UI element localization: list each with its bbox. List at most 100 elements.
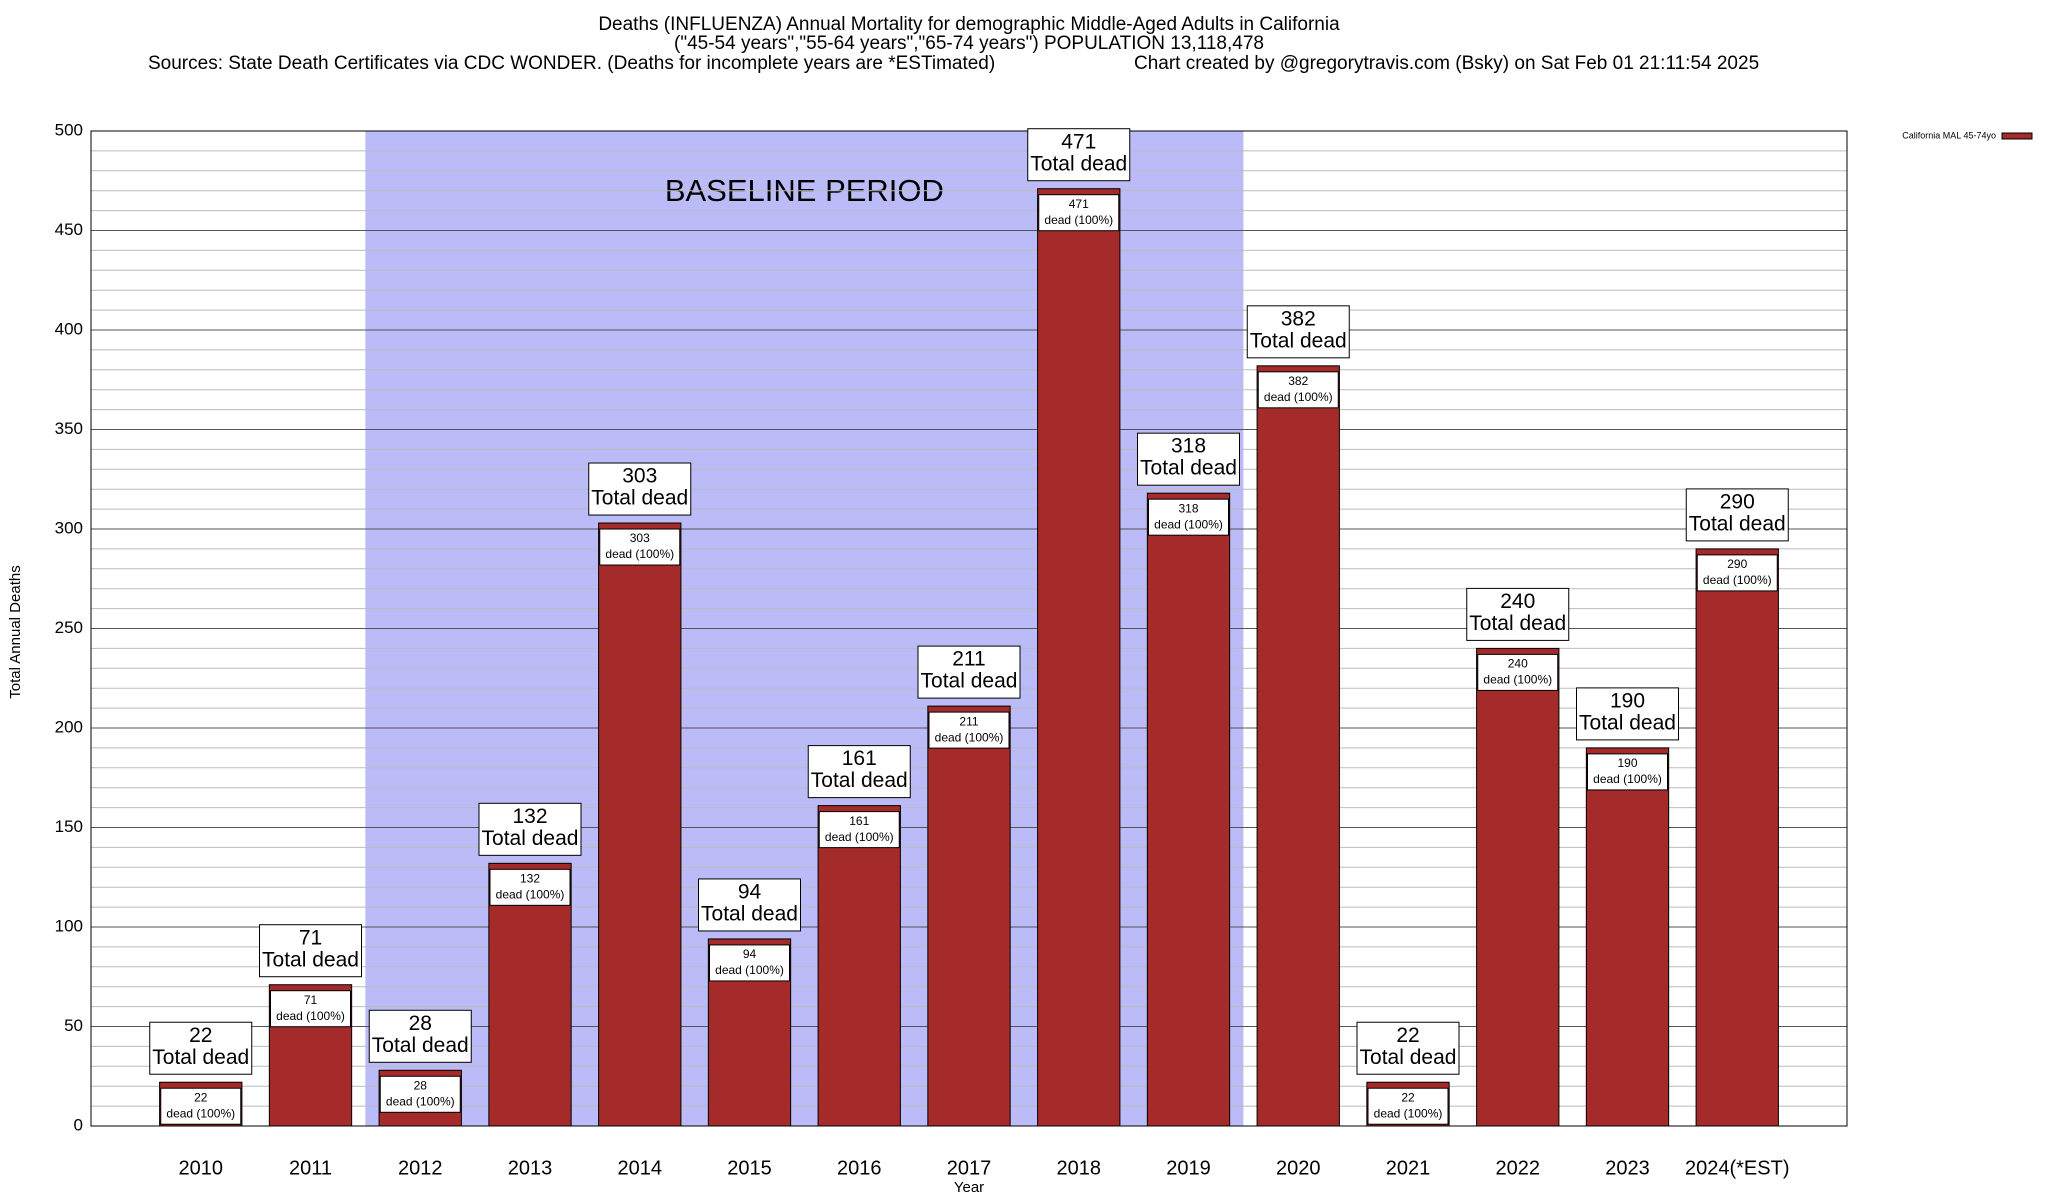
inner-value-label: 71: [304, 993, 318, 1007]
value-label: 161: [842, 747, 877, 770]
value-label: 211: [952, 648, 985, 671]
inner-share-label: dead (100%): [935, 730, 1004, 744]
bar: [1146, 492, 1231, 1127]
inner-value-label: 382: [1288, 374, 1308, 388]
total-label: Total dead: [262, 948, 359, 971]
total-label: Total dead: [591, 487, 688, 510]
x-tick-label: 2024(*EST): [1685, 1157, 1790, 1179]
inner-label-box: [1477, 653, 1559, 691]
total-label: Total dead: [152, 1046, 249, 1069]
bar: [1585, 747, 1670, 1127]
outer-label-box: [1466, 587, 1570, 641]
inner-value-label: 161: [849, 814, 869, 828]
inner-value-label: 190: [1617, 756, 1637, 770]
total-label: Total dead: [701, 902, 798, 925]
inner-label-box: [1148, 498, 1229, 536]
inner-label-box: [379, 1075, 461, 1113]
bar: [598, 522, 682, 1127]
x-tick-label: 2015: [727, 1157, 772, 1179]
outer-label-box: [588, 462, 692, 516]
inner-share-label: dead (100%): [496, 887, 565, 901]
inner-share-label: dead (100%): [1703, 573, 1772, 587]
value-label: 290: [1720, 490, 1755, 513]
inner-label-box: [1257, 371, 1339, 409]
inner-share-label: dead (100%): [605, 547, 674, 561]
y-tick-label: 150: [55, 817, 83, 836]
inner-share-label: dead (100%): [276, 1009, 345, 1023]
inner-value-label: 22: [194, 1090, 208, 1104]
value-label: 471: [1061, 130, 1096, 153]
outer-label-box: [1246, 305, 1350, 359]
inner-share-label: dead (100%): [715, 963, 784, 977]
inner-label-box: [270, 990, 351, 1028]
bar: [1256, 365, 1340, 1127]
inner-share-label: dead (100%): [1264, 390, 1333, 404]
inner-value-label: 28: [414, 1078, 428, 1092]
source-note: Sources: State Death Certificates via CD…: [148, 53, 995, 74]
inner-label-box: [599, 528, 681, 566]
outer-label-box: [149, 1021, 253, 1075]
y-tick-label: 50: [64, 1016, 83, 1035]
y-tick-label: 100: [55, 916, 83, 935]
y-tick-label: 400: [55, 319, 83, 338]
total-label: Total dead: [482, 827, 579, 850]
x-tick-label: 2023: [1605, 1157, 1650, 1179]
inner-value-label: 303: [630, 531, 650, 545]
x-tick-label: 2018: [1057, 1157, 1102, 1179]
inner-label-box: [489, 868, 571, 906]
inner-value-label: 211: [959, 714, 978, 728]
outer-label-box: [917, 645, 1021, 699]
value-label: 382: [1281, 307, 1316, 330]
outer-label-box: [1027, 128, 1131, 182]
x-tick-label: 2021: [1386, 1157, 1431, 1179]
value-label: 22: [189, 1024, 212, 1047]
y-tick-label: 350: [55, 419, 83, 438]
outer-label-box: [259, 924, 362, 978]
total-label: Total dead: [921, 670, 1018, 693]
credit-note: Chart created by @gregorytravis.com (Bsk…: [1134, 53, 1759, 74]
bar: [1476, 647, 1560, 1127]
inner-share-label: dead (100%): [1593, 772, 1662, 786]
inner-label-box: [1587, 753, 1668, 791]
x-tick-label: 2014: [618, 1157, 663, 1179]
total-label: Total dead: [1140, 457, 1237, 480]
inner-value-label: 94: [743, 947, 757, 961]
inner-share-label: dead (100%): [1483, 673, 1552, 687]
bar: [1695, 548, 1779, 1127]
outer-label-box: [1685, 488, 1789, 542]
y-tick-label: 0: [74, 1115, 83, 1134]
x-tick-label: 2020: [1276, 1157, 1321, 1179]
x-tick-label: 2017: [947, 1157, 992, 1179]
x-axis-label: Year: [954, 1179, 984, 1196]
x-tick-label: 2010: [179, 1157, 224, 1179]
inner-value-label: 132: [520, 871, 540, 885]
inner-label-box: [709, 944, 790, 982]
inner-share-label: dead (100%): [1044, 213, 1113, 227]
inner-value-label: 22: [1401, 1090, 1415, 1104]
outer-label-box: [807, 745, 911, 799]
outer-label-box: [1356, 1021, 1460, 1075]
inner-value-label: 240: [1508, 657, 1528, 671]
value-label: 22: [1396, 1024, 1419, 1047]
outer-label-box: [368, 1009, 472, 1063]
outer-label-box: [698, 878, 801, 932]
total-label: Total dead: [1469, 612, 1566, 635]
bar: [1037, 188, 1121, 1127]
outer-label-box: [1137, 432, 1240, 486]
inner-value-label: 290: [1727, 557, 1747, 571]
chart-title: Deaths (INFLUENZA) Annual Mortality for …: [598, 14, 1340, 35]
y-tick-label: 300: [55, 518, 83, 537]
y-tick-label: 450: [55, 220, 83, 239]
inner-share-label: dead (100%): [166, 1106, 235, 1120]
bar: [817, 805, 901, 1127]
inner-label-box: [928, 711, 1010, 749]
y-axis-label: Total Annual Deaths: [7, 565, 24, 698]
value-label: 71: [299, 926, 322, 949]
value-label: 303: [622, 465, 657, 488]
inner-value-label: 471: [1069, 197, 1089, 211]
inner-share-label: dead (100%): [1154, 517, 1223, 531]
total-label: Total dead: [372, 1034, 469, 1057]
total-label: Total dead: [1689, 512, 1786, 535]
